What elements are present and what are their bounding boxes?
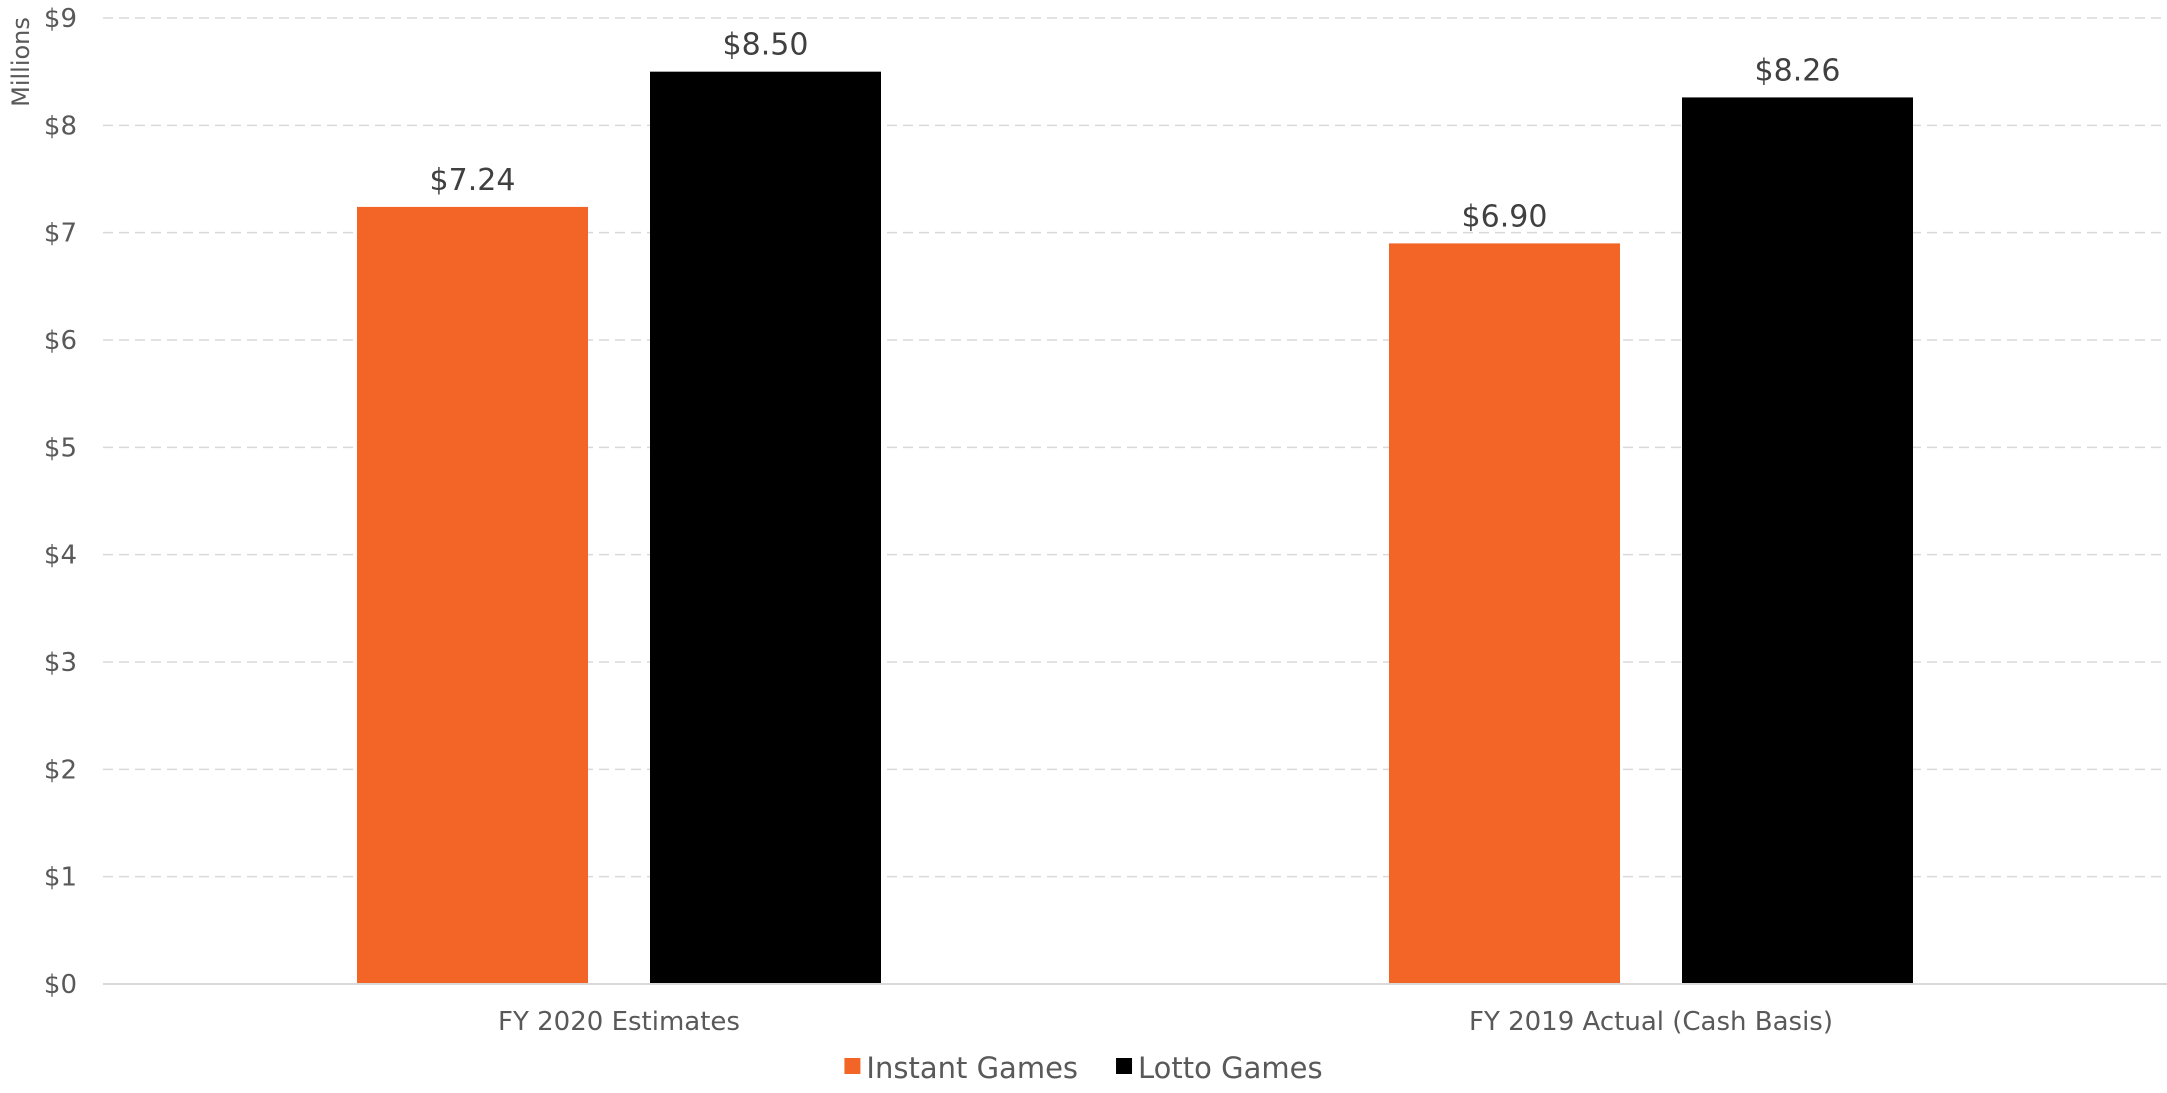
legend-label: Lotto Games: [1138, 1051, 1323, 1085]
bar-lotto-games: [1682, 97, 1913, 985]
data-label: $8.26: [1755, 53, 1841, 88]
bar-instant-games: [1389, 243, 1620, 984]
bar-lotto-games: [650, 71, 881, 984]
legend-item-lotto-games[interactable]: Lotto Games: [1116, 1051, 1323, 1085]
data-label: $6.90: [1462, 199, 1548, 234]
y-tick-label: $2: [44, 755, 77, 785]
y-tick-label: $8: [44, 111, 77, 141]
legend-swatch: [1116, 1058, 1133, 1074]
y-tick-label: $5: [44, 433, 77, 463]
y-tick-label: $7: [44, 219, 77, 249]
legend[interactable]: Instant Games Lotto Games: [844, 1051, 1323, 1085]
x-tick-label: FY 2020 Estimates: [498, 1007, 740, 1037]
x-axis-ticks: FY 2020 Estimates FY 2019 Actual (Cash Ba…: [498, 1007, 1833, 1037]
y-tick-label: $0: [44, 970, 77, 1000]
bar-instant-games: [357, 206, 588, 984]
y-tick-label: $3: [44, 648, 77, 678]
y-axis-ticks: $0 $1 $2 $3 $4 $5 $6 $7 $8 $9: [44, 4, 77, 1000]
bars: [357, 71, 1913, 985]
y-tick-label: $1: [44, 863, 77, 893]
legend-swatch: [844, 1058, 861, 1074]
legend-label: Instant Games: [866, 1051, 1078, 1085]
y-tick-label: $6: [44, 326, 77, 356]
data-label: $7.24: [430, 163, 516, 198]
x-tick-label: FY 2019 Actual (Cash Basis): [1469, 1007, 1833, 1037]
y-axis-title: Millions: [7, 17, 35, 107]
y-tick-label: $4: [44, 541, 77, 571]
legend-item-instant-games[interactable]: Instant Games: [844, 1051, 1078, 1085]
data-label: $8.50: [723, 28, 809, 63]
data-labels: $7.24 $8.50 $6.90 $8.26: [430, 28, 1841, 235]
y-tick-label: $9: [44, 4, 77, 34]
